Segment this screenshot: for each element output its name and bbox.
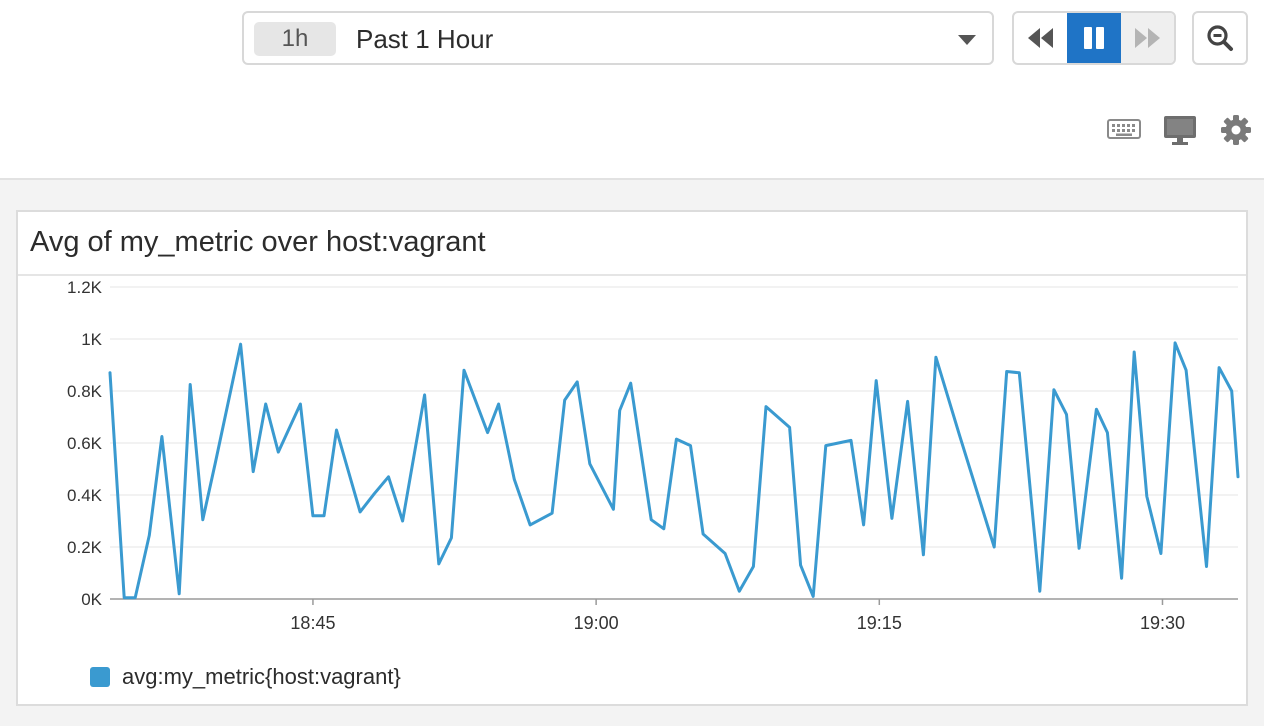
y-tick-label: 0K <box>81 590 102 609</box>
y-tick-label: 0.4K <box>67 486 103 505</box>
y-tick-label: 1.2K <box>67 278 103 297</box>
y-tick-label: 0.8K <box>67 382 103 401</box>
zoom-out-icon <box>1207 25 1233 51</box>
settings-button[interactable] <box>1220 114 1252 146</box>
x-tick-label: 19:30 <box>1140 613 1185 633</box>
gear-icon <box>1221 115 1251 145</box>
chart-legend: avg:my_metric{host:vagrant} <box>90 664 401 690</box>
y-tick-label: 0.2K <box>67 538 103 557</box>
zoom-out-button[interactable] <box>1192 11 1248 65</box>
line-chart[interactable]: 0K 0.2K 0.4K 0.6K 0.8K 1K 1.2K 18:45 19:00 19:15 1… <box>18 212 1246 704</box>
top-toolbar: 1h Past 1 Hour <box>0 0 1264 180</box>
time-range-badge: 1h <box>254 22 336 56</box>
y-tick-label: 0.6K <box>67 434 103 453</box>
fast-forward-icon <box>1135 28 1161 48</box>
series-line <box>108 341 1240 600</box>
time-range-label: Past 1 Hour <box>356 24 494 54</box>
pause-icon <box>1083 27 1104 49</box>
y-tick-label: 1K <box>81 330 102 349</box>
pause-button[interactable] <box>1067 13 1121 63</box>
title-divider <box>18 274 1246 276</box>
time-range-selector[interactable]: 1h Past 1 Hour <box>242 11 994 65</box>
timeseries-widget: Avg of my_metric over host:vagrant 0K 0.2… <box>16 210 1248 706</box>
widget-title: Avg of my_metric over host:vagrant <box>30 226 486 258</box>
x-tick-label: 18:45 <box>290 613 335 633</box>
dashboard-area: Avg of my_metric over host:vagrant 0K 0.2… <box>0 180 1264 726</box>
rewind-button[interactable] <box>1014 13 1067 63</box>
keyboard-icon <box>1107 119 1141 139</box>
playback-controls <box>1012 11 1176 65</box>
rewind-icon <box>1027 28 1053 48</box>
x-tick-label: 19:00 <box>574 613 619 633</box>
x-tick-label: 19:15 <box>857 613 902 633</box>
legend-label: avg:my_metric{host:vagrant} <box>122 664 401 689</box>
monitor-icon <box>1164 116 1196 145</box>
fast-forward-button[interactable] <box>1120 13 1174 63</box>
tv-mode-button[interactable] <box>1162 114 1198 146</box>
caret-down-icon[interactable] <box>958 35 976 45</box>
keyboard-shortcuts-button[interactable] <box>1106 114 1142 144</box>
legend-swatch <box>90 667 110 687</box>
